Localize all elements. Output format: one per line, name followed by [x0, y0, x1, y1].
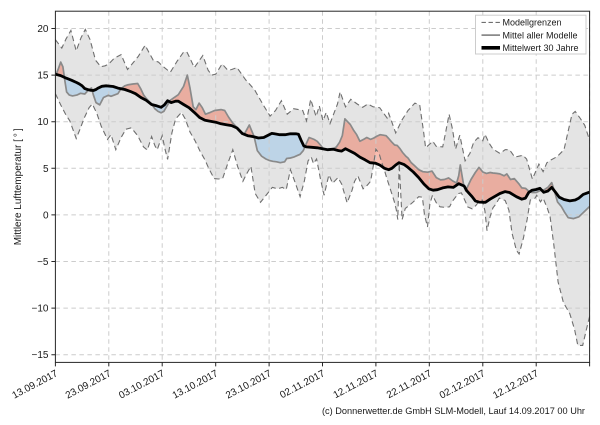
svg-text:Mittlere Lufttemperatur [ ° ]: Mittlere Lufttemperatur [ ° ] — [13, 128, 24, 245]
svg-text:Modellgrenzen: Modellgrenzen — [503, 18, 562, 28]
svg-text:Mittelwert 30 Jahre: Mittelwert 30 Jahre — [503, 43, 579, 53]
svg-text:0: 0 — [43, 210, 49, 221]
svg-text:10: 10 — [37, 117, 49, 128]
svg-text:(c) Donnerwetter.de GmbH SLM-M: (c) Donnerwetter.de GmbH SLM-Modell, Lau… — [322, 406, 585, 416]
svg-text:Mittel aller Modelle: Mittel aller Modelle — [503, 30, 578, 40]
svg-text:−15: −15 — [32, 350, 49, 361]
svg-text:−10: −10 — [32, 304, 49, 315]
svg-text:15: 15 — [37, 71, 49, 82]
svg-text:−5: −5 — [37, 257, 49, 268]
svg-text:5: 5 — [43, 164, 49, 175]
svg-text:20: 20 — [37, 24, 49, 35]
